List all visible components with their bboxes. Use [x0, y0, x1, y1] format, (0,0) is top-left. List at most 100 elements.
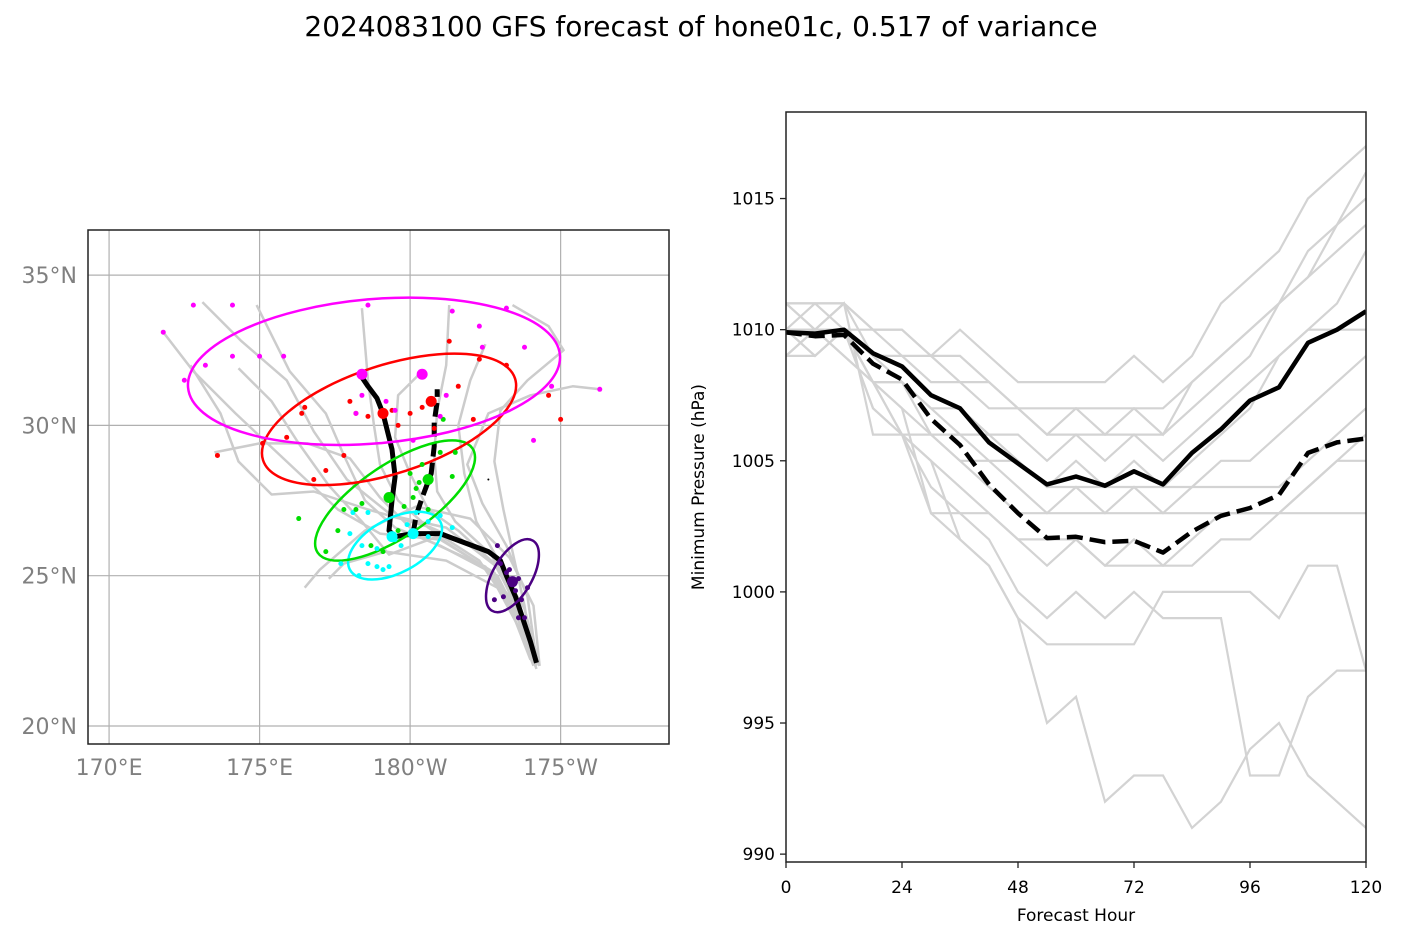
pressure-content [786, 145, 1366, 830]
ensemble-point-120h [476, 323, 482, 329]
ensemble-pressure-lines [786, 145, 1366, 830]
ensemble-pressure-line [786, 328, 1366, 671]
ensemble-point-96h [558, 416, 564, 422]
ensemble-point-120h [359, 392, 365, 398]
ensemble-point-120h [449, 308, 455, 314]
ensemble-point-72h [380, 549, 386, 555]
ensemble-point-48h [356, 573, 362, 579]
y-tick-label: 990 [743, 845, 775, 865]
ensemble-point-24h [494, 543, 500, 549]
ensemble-point-48h [365, 510, 371, 516]
mean-position-marker [383, 492, 395, 504]
ensemble-point-96h [347, 398, 353, 404]
ensemble-point-72h [353, 507, 359, 513]
ensemble-point-48h [437, 513, 443, 519]
ensemble-point-96h [407, 410, 413, 416]
ensemble-track [162, 331, 538, 670]
ensemble-point-120h [549, 383, 555, 389]
map-lon-tick-label: 175°W [523, 756, 598, 781]
stray-point [487, 478, 490, 481]
x-tick-label: 48 [1007, 878, 1029, 898]
mean-position-marker [425, 395, 437, 407]
mean-position-marker [422, 473, 434, 485]
ensemble-point-24h [522, 615, 528, 621]
mean-position-marker [416, 368, 428, 380]
ensemble-point-96h [323, 467, 329, 473]
ensemble-point-48h [338, 561, 344, 567]
ensemble-point-120h [229, 353, 235, 359]
x-axis-label: Forecast Hour [1017, 906, 1135, 926]
ensemble-point-120h [353, 410, 359, 416]
mean-position-marker [377, 407, 389, 419]
x-tick-label: 72 [1123, 878, 1145, 898]
ellipse-48h [346, 510, 444, 581]
ensemble-point-96h [260, 440, 266, 446]
ensemble-track [303, 505, 541, 666]
ensemble-point-96h [546, 392, 552, 398]
track-map: 170°E 175°E 180°W 175°W 20°N 25°N 30°N 35°N [22, 229, 670, 781]
ensemble-point-120h [383, 398, 389, 404]
ensemble-point-120h [202, 362, 208, 368]
x-tick-label: 120 [1350, 878, 1382, 898]
map-lon-tick-label: 175°E [226, 756, 293, 781]
ensemble-point-96h [214, 452, 220, 458]
ensemble-point-120h [229, 302, 235, 308]
ensemble-pressure-line [786, 145, 1366, 384]
ensemble-point-72h [452, 449, 458, 455]
ellipse-24h [484, 537, 541, 614]
ensemble-point-120h [281, 353, 287, 359]
map-lat-tick-label: 25°N [22, 565, 77, 590]
ensemble-point-96h [341, 452, 347, 458]
ensemble-point-96h [284, 434, 290, 440]
ensemble-point-48h [404, 522, 410, 528]
ensemble-pressure-line [786, 327, 1366, 777]
ensemble-point-48h [386, 564, 392, 570]
ensemble-point-96h [446, 338, 452, 344]
ensemble-point-48h [413, 510, 419, 516]
ensemble-point-72h [401, 504, 407, 510]
ensemble-point-96h [503, 362, 509, 368]
ensemble-point-72h [323, 549, 329, 555]
map-lon-tick-label: 180°W [373, 756, 448, 781]
ensemble-point-24h [512, 588, 518, 594]
ensemble-point-72h [296, 516, 302, 522]
ensemble-point-72h [335, 528, 341, 534]
ensemble-point-48h [365, 561, 371, 567]
ensemble-point-72h [416, 479, 422, 485]
ensemble-point-120h [597, 386, 603, 392]
ensemble-point-120h [443, 392, 449, 398]
x-tick-label: 24 [891, 878, 913, 898]
ensemble-track [214, 442, 538, 667]
ensemble-point-48h [449, 525, 455, 531]
ensemble-point-120h [181, 377, 187, 383]
ensemble-track [327, 550, 535, 667]
dashed-pressure-line [786, 330, 1366, 555]
ensemble-point-72h [449, 473, 455, 479]
ensemble-point-120h [479, 344, 485, 350]
ensemble-point-48h [380, 567, 386, 573]
ensemble-point-120h [531, 437, 537, 443]
ensemble-pressure-line [786, 250, 1366, 489]
map-latitude-labels: 20°N 25°N 30°N 35°N [22, 264, 77, 740]
ellipse-96h [260, 352, 518, 487]
ensemble-point-48h [425, 534, 431, 540]
map-lat-tick-label: 20°N [22, 715, 77, 740]
y-tick-label: 1015 [732, 190, 775, 210]
ensemble-pressure-line [786, 328, 1366, 463]
ensemble-point-48h [398, 543, 404, 549]
ensemble-point-96h [476, 356, 482, 362]
map-gridlines [88, 230, 669, 744]
ensemble-pressure-line [786, 171, 1366, 437]
mean-position-marker [386, 531, 398, 543]
ensemble-point-24h [518, 597, 524, 603]
ensemble-point-96h [419, 404, 425, 410]
ensemble-positions [160, 302, 603, 621]
ensemble-point-24h [515, 615, 521, 621]
ensemble-point-48h [359, 543, 365, 549]
ensemble-point-96h [395, 422, 401, 428]
pressure-y-ticks: 990 995 1000 1005 1010 1015 [732, 190, 786, 865]
map-background [88, 230, 669, 744]
ensemble-point-48h [374, 564, 380, 570]
ensemble-point-48h [425, 519, 431, 525]
